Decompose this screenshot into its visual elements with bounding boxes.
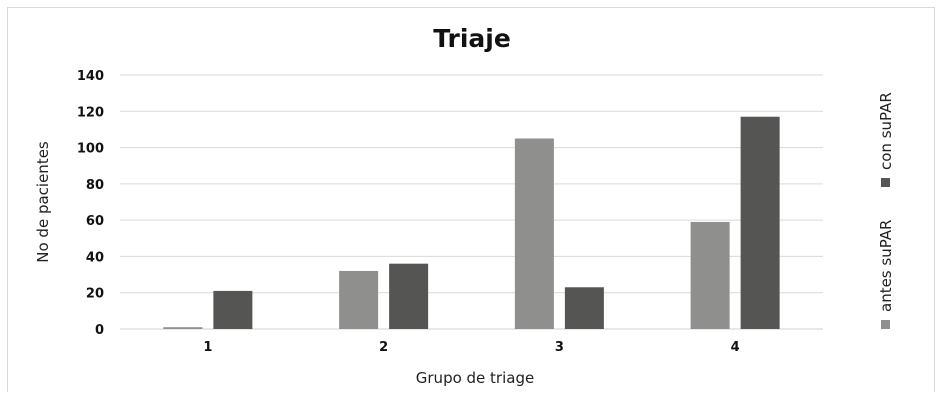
bar-con-suPAR-2 (389, 263, 429, 329)
legend-swatch (881, 320, 890, 329)
bar-antes-suPAR-1 (163, 327, 203, 329)
x-tick-label: 2 (379, 340, 388, 355)
y-tick-label: 140 (77, 69, 104, 84)
legend-label: antes suPAR (877, 220, 895, 312)
y-tick-label: 0 (95, 323, 104, 338)
chart-title: Triaje (433, 24, 511, 53)
bar-antes-suPAR-3 (514, 138, 554, 329)
legend-label: con suPAR (877, 92, 895, 170)
bar-con-suPAR-1 (213, 290, 253, 329)
y-tick-label: 60 (86, 214, 104, 229)
legend-swatch (881, 178, 890, 187)
y-tick-label: 20 (86, 287, 104, 302)
bar-antes-suPAR-2 (339, 270, 379, 329)
y-tick-label: 80 (86, 178, 104, 193)
chart-frame (7, 7, 935, 392)
bar-con-suPAR-3 (564, 287, 604, 329)
y-tick-label: 100 (77, 142, 104, 157)
x-tick-label: 1 (203, 340, 212, 355)
bar-con-suPAR-4 (740, 116, 780, 329)
bars (163, 116, 780, 329)
x-tick-label: 4 (731, 340, 740, 355)
x-axis-ticks: 1 2 3 4 (203, 340, 739, 355)
x-tick-label: 3 (555, 340, 564, 355)
x-axis-label: Grupo de triage (416, 369, 534, 387)
bar-antes-suPAR-4 (690, 221, 730, 329)
y-axis-ticks: 0 20 40 60 80 100 120 140 (77, 69, 104, 338)
y-tick-label: 40 (86, 250, 104, 265)
y-axis-label: No de pacientes (34, 141, 52, 263)
y-tick-label: 120 (77, 105, 104, 120)
legend: antes suPAR con suPAR (877, 92, 895, 329)
